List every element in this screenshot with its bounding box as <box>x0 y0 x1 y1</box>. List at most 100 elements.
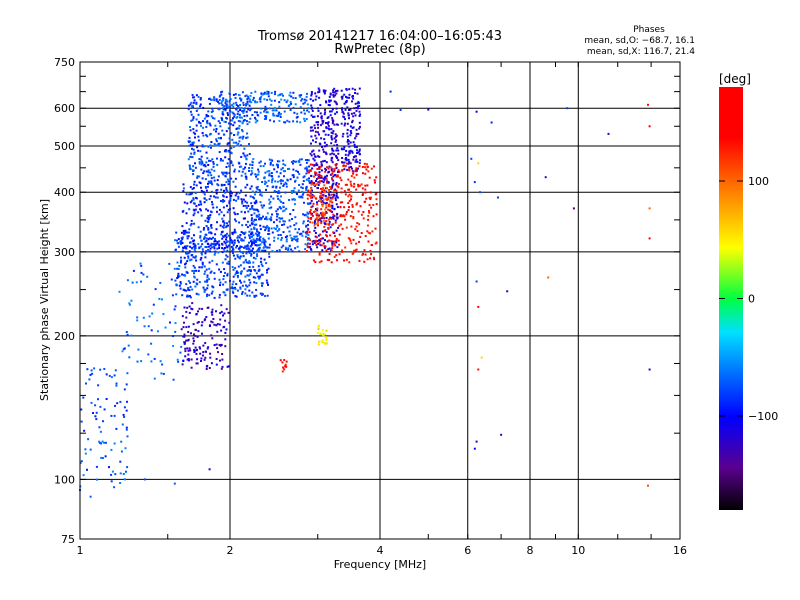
data-point <box>269 158 272 161</box>
data-point <box>232 117 234 120</box>
data-point <box>248 294 251 297</box>
data-point <box>217 251 220 254</box>
data-point <box>268 198 271 201</box>
data-point <box>322 90 325 93</box>
data-point <box>182 335 185 338</box>
x-tick-label: 1 <box>77 544 84 557</box>
data-point <box>308 237 310 240</box>
data-point <box>259 224 262 227</box>
data-point <box>293 235 296 238</box>
data-point <box>357 183 360 186</box>
data-point <box>288 219 291 222</box>
data-point <box>310 154 313 157</box>
data-point <box>351 151 354 154</box>
data-point <box>121 350 124 353</box>
data-point <box>334 133 337 136</box>
data-point <box>240 98 243 101</box>
data-point <box>283 368 286 371</box>
data-point <box>350 175 353 178</box>
data-point <box>250 101 253 104</box>
data-point <box>204 270 207 273</box>
data-point <box>198 158 201 161</box>
data-point <box>249 98 252 101</box>
data-point <box>373 258 376 261</box>
data-point <box>188 311 191 314</box>
data-point <box>192 214 195 217</box>
data-point <box>179 282 182 285</box>
data-point <box>214 251 217 254</box>
data-point <box>647 103 649 106</box>
data-point <box>188 294 191 297</box>
data-point <box>250 173 252 176</box>
data-point <box>283 99 286 102</box>
data-point <box>354 249 357 252</box>
data-point <box>477 368 480 371</box>
data-point <box>296 112 299 115</box>
data-point <box>187 288 190 291</box>
data-point <box>335 254 338 257</box>
data-point <box>240 272 243 275</box>
data-point <box>354 102 357 105</box>
data-point <box>286 179 289 182</box>
data-point <box>307 190 310 193</box>
data-point <box>336 123 339 126</box>
data-point <box>227 208 230 211</box>
data-point <box>337 239 340 242</box>
data-point <box>188 164 191 167</box>
data-point <box>215 263 218 266</box>
data-point <box>310 94 313 97</box>
data-point <box>347 139 349 141</box>
data-point <box>313 124 316 127</box>
data-point <box>188 136 191 139</box>
data-point <box>224 156 227 159</box>
data-point <box>290 248 293 251</box>
data-point <box>192 141 195 144</box>
data-point <box>326 181 328 184</box>
data-point <box>325 234 328 237</box>
data-point <box>341 107 343 110</box>
data-point <box>372 204 375 206</box>
data-point <box>296 240 299 243</box>
data-point <box>250 185 253 188</box>
data-point <box>319 218 322 221</box>
data-point <box>354 170 357 173</box>
data-point <box>199 347 202 350</box>
data-point <box>90 401 93 404</box>
data-point <box>191 269 194 272</box>
data-point <box>566 107 569 110</box>
data-point <box>350 225 353 228</box>
data-point <box>194 208 197 211</box>
data-point <box>199 105 202 108</box>
data-point <box>236 127 239 130</box>
data-point <box>306 215 309 218</box>
data-point <box>260 263 263 266</box>
data-point <box>352 238 355 241</box>
data-point <box>333 123 336 126</box>
data-point <box>255 272 258 275</box>
data-point <box>343 102 346 105</box>
data-point <box>328 99 331 102</box>
data-point <box>199 97 202 99</box>
data-point <box>243 154 246 157</box>
data-point <box>320 116 323 119</box>
data-point <box>195 101 198 104</box>
data-point <box>352 215 355 218</box>
data-point <box>260 204 263 207</box>
data-point <box>333 87 336 90</box>
data-point <box>209 144 212 147</box>
data-point <box>214 233 217 236</box>
data-point <box>214 250 217 253</box>
data-point <box>308 177 310 180</box>
data-point <box>317 215 320 218</box>
data-point <box>186 260 189 263</box>
data-point <box>182 359 185 362</box>
data-point <box>205 250 208 253</box>
data-point <box>224 271 226 274</box>
data-point <box>279 116 282 118</box>
data-point <box>248 143 250 145</box>
data-point <box>324 122 327 124</box>
data-point <box>238 257 241 260</box>
data-point <box>108 466 110 469</box>
data-point <box>351 95 354 98</box>
data-point <box>304 213 307 216</box>
